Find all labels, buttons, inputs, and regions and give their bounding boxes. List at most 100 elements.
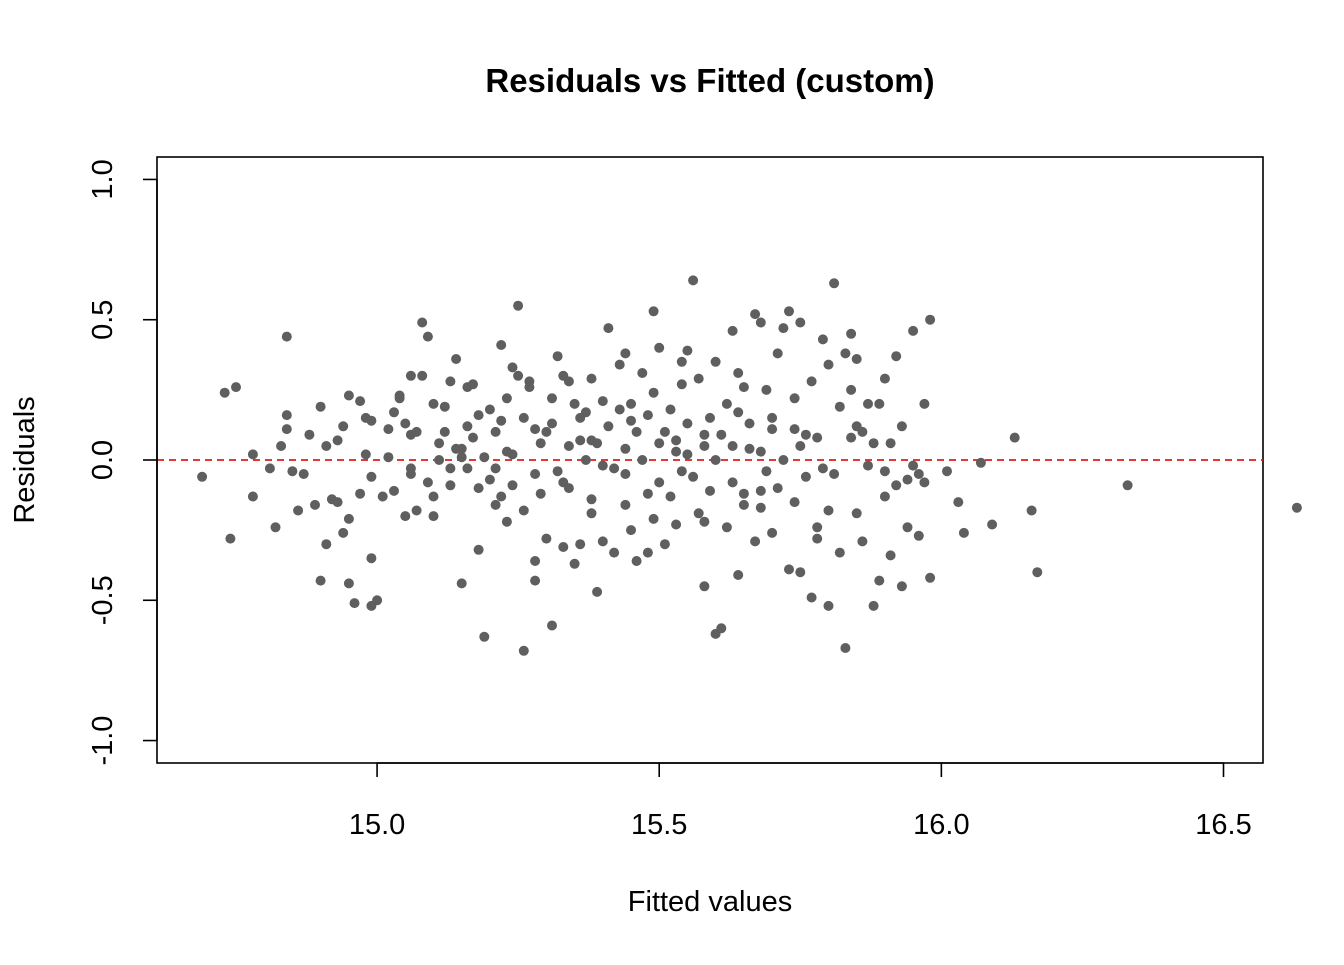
data-point	[586, 494, 597, 505]
data-point	[744, 443, 755, 454]
data-point	[383, 452, 394, 463]
data-point	[422, 331, 433, 342]
data-point	[840, 348, 851, 359]
data-point	[530, 575, 541, 586]
data-point	[688, 471, 699, 482]
data-point	[439, 426, 450, 437]
data-point	[507, 449, 518, 460]
data-point	[343, 513, 354, 524]
data-point	[727, 441, 738, 451]
data-point	[609, 547, 620, 558]
data-point	[490, 463, 501, 474]
x-axis-label: Fitted values	[628, 886, 792, 918]
y-tick-label: 0.0	[87, 440, 119, 480]
data-point	[659, 539, 670, 550]
data-point	[389, 485, 399, 496]
data-point	[315, 575, 326, 586]
data-point	[315, 401, 326, 412]
data-point	[552, 351, 563, 362]
data-point	[874, 575, 885, 586]
data-point	[547, 620, 557, 631]
x-tick-label: 16.5	[1195, 809, 1251, 841]
data-point	[507, 480, 518, 491]
data-point	[563, 376, 574, 387]
data-point	[738, 488, 749, 499]
data-point	[654, 477, 665, 488]
data-point	[879, 491, 890, 502]
data-point	[891, 480, 902, 491]
data-point	[913, 530, 924, 541]
data-point	[665, 491, 676, 502]
data-point	[462, 463, 473, 474]
data-point	[851, 421, 862, 432]
data-point	[513, 300, 524, 311]
data-point	[321, 539, 332, 550]
data-point	[586, 508, 597, 519]
data-point	[496, 491, 507, 502]
data-point	[699, 441, 710, 451]
data-point	[558, 542, 569, 552]
data-point	[484, 404, 495, 415]
data-point	[716, 429, 727, 440]
data-point	[688, 275, 699, 286]
data-point	[225, 533, 236, 544]
data-point	[925, 572, 936, 583]
data-point	[439, 401, 450, 412]
data-point	[710, 356, 721, 367]
data-point	[863, 398, 873, 409]
data-point	[372, 595, 383, 606]
data-point	[287, 466, 298, 477]
data-point	[580, 455, 591, 465]
data-point	[812, 533, 823, 544]
data-point	[721, 398, 732, 409]
data-point	[761, 466, 772, 477]
data-point	[823, 505, 834, 516]
data-point	[484, 474, 495, 485]
data-point	[733, 570, 744, 580]
data-point	[428, 398, 439, 409]
data-point	[428, 491, 439, 502]
data-point	[614, 359, 625, 370]
data-point	[547, 418, 557, 429]
data-point	[846, 432, 857, 443]
data-point	[456, 578, 467, 589]
data-point	[642, 547, 653, 558]
data-point	[710, 455, 721, 465]
data-point	[479, 452, 490, 463]
data-point	[513, 370, 524, 381]
data-point	[631, 426, 642, 437]
x-axis: 15.0 15.5 16.0 16.5	[349, 762, 1252, 841]
data-point	[642, 488, 653, 499]
data-point	[772, 483, 783, 494]
data-point	[247, 491, 258, 502]
data-point	[626, 398, 636, 409]
data-point	[620, 469, 631, 479]
data-point	[767, 527, 778, 538]
data-point	[671, 446, 682, 457]
data-point	[343, 578, 354, 589]
data-point	[310, 499, 320, 510]
data-point	[507, 362, 518, 373]
data-point	[654, 438, 665, 449]
data-point	[755, 485, 766, 496]
data-point	[501, 393, 512, 404]
data-point	[767, 424, 778, 435]
data-point	[197, 471, 208, 482]
data-point	[231, 382, 241, 393]
data-point	[784, 564, 794, 575]
data-point	[383, 424, 394, 435]
data-point	[592, 586, 603, 597]
data-point	[885, 550, 896, 561]
x-tick-label: 15.0	[349, 809, 405, 841]
data-point	[958, 527, 969, 538]
data-point	[445, 463, 456, 474]
data-point	[411, 426, 422, 437]
data-point	[552, 466, 563, 477]
data-point	[1122, 480, 1133, 491]
data-point	[468, 379, 478, 390]
data-point	[355, 488, 366, 499]
data-point	[919, 477, 930, 488]
data-point	[682, 418, 693, 429]
data-point	[823, 600, 834, 611]
